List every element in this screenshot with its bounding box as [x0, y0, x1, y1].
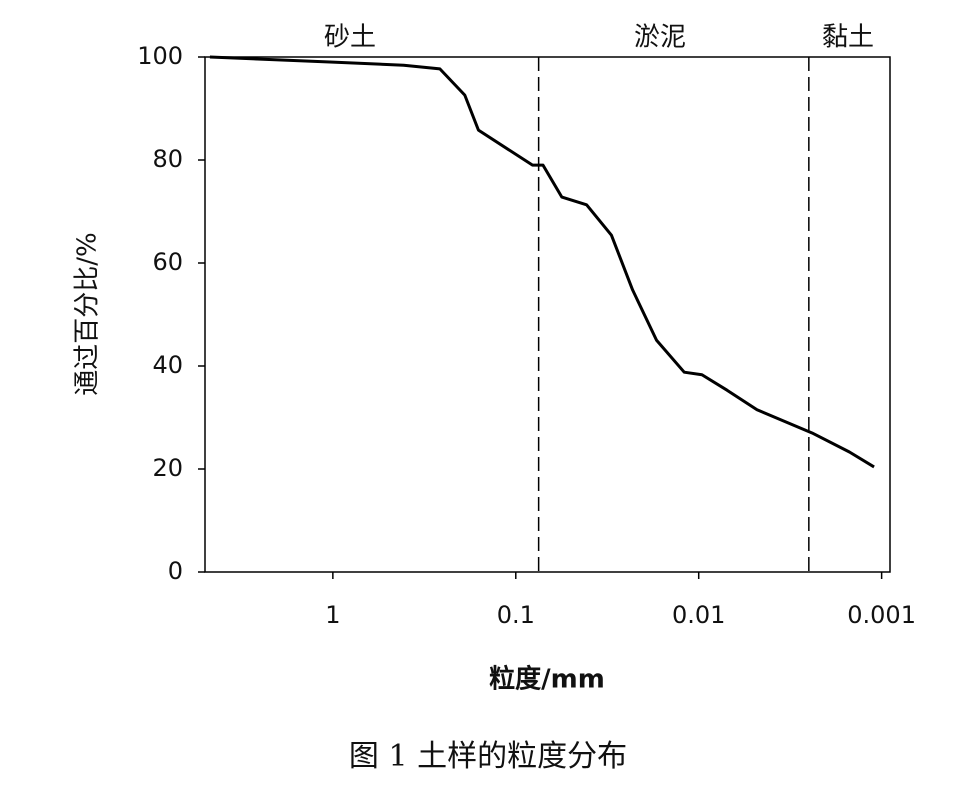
x-tick-label: 0.01	[672, 601, 725, 629]
y-axis-label: 通过百分比/%	[73, 232, 103, 395]
plot-frame	[204, 56, 891, 573]
x-axis-label: 粒度/mm	[489, 664, 605, 695]
x-tick-label: 1	[325, 601, 340, 629]
data-line	[209, 55, 875, 469]
zone-label: 淤泥	[634, 23, 686, 53]
y-tick-label: 100	[137, 42, 183, 70]
caption: 图 1 土样的粒度分布	[349, 739, 627, 774]
y-tick-label: 0	[168, 557, 183, 585]
zone-label: 黏土	[822, 23, 874, 53]
zone-label: 砂土	[324, 23, 376, 53]
y-tick-label: 60	[152, 248, 183, 276]
y-tick-label: 80	[152, 145, 183, 173]
y-tick-label: 40	[152, 351, 183, 379]
x-tick-label: 0.001	[847, 601, 916, 629]
y-tick-label: 20	[152, 454, 183, 482]
x-tick-label: 0.1	[497, 601, 535, 629]
